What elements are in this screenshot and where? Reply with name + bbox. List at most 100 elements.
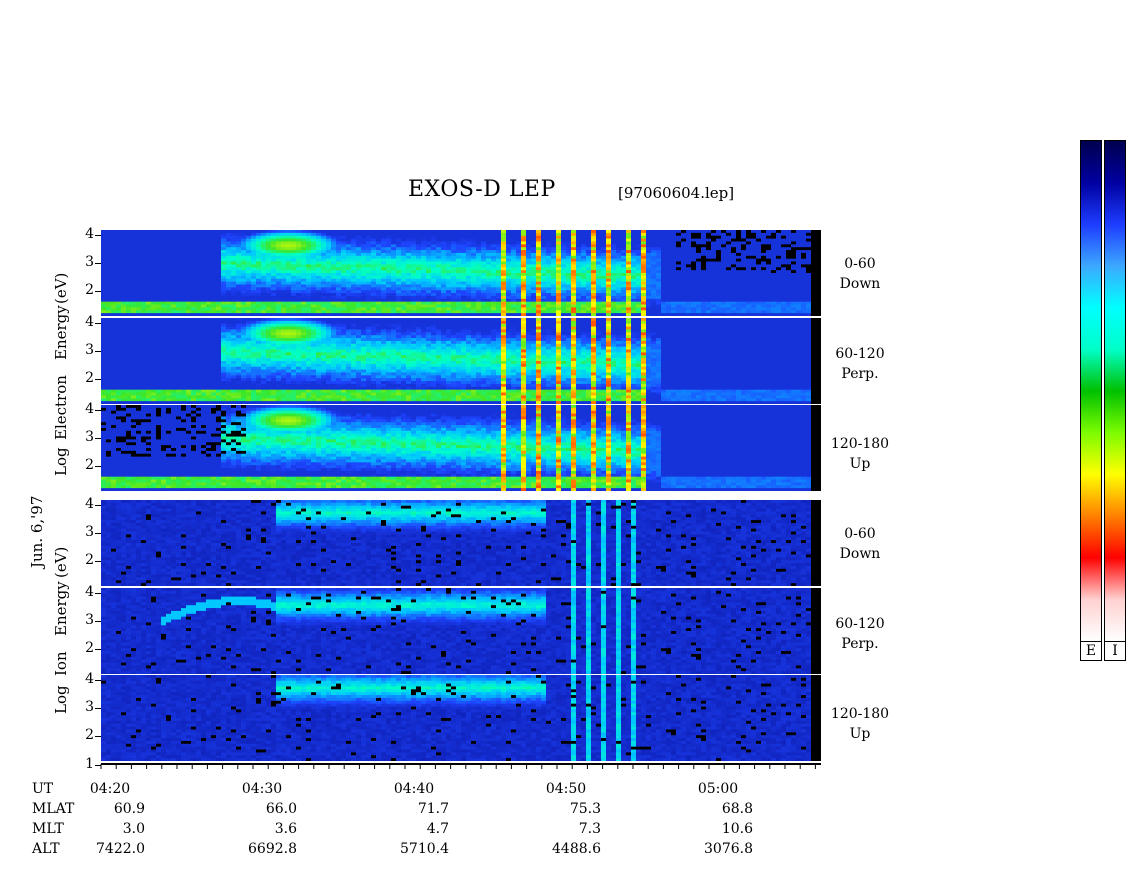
spectrogram-cell: [106, 383, 112, 388]
spectrogram-cell: [521, 301, 527, 306]
spectrogram-cell: [296, 264, 302, 268]
spectrogram-cell: [506, 287, 512, 291]
spectrogram-cell: [716, 298, 722, 303]
spectrogram-cell: [466, 230, 472, 234]
spectrogram-cell: [406, 293, 412, 297]
spectrogram-cell: [686, 310, 692, 314]
spectrogram-cell: [276, 301, 282, 306]
spectrogram-cell: [286, 267, 292, 271]
spectrogram-cell: [111, 258, 117, 263]
spectrogram-cell: [516, 307, 522, 311]
spectrogram-cell: [601, 235, 607, 240]
spectrogram-cell: [656, 270, 662, 274]
spectrogram-cell: [591, 287, 597, 291]
spectrogram-cell: [581, 278, 587, 283]
spectrogram-cell: [216, 273, 222, 277]
spectrogram-cell: [271, 301, 277, 306]
spectrogram-cell: [311, 244, 317, 248]
spectrogram-cell: [141, 307, 147, 311]
spectrogram-cell: [796, 241, 802, 245]
spectrogram-cell: [481, 250, 487, 254]
spectrogram-cell: [396, 247, 402, 251]
spectrogram-cell: [341, 275, 347, 280]
spectrogram-cell: [131, 340, 137, 345]
spectrogram-cell: [481, 307, 487, 311]
spectrogram-cell: [326, 235, 332, 240]
spectrogram-cell: [176, 252, 182, 257]
spectrogram-cell: [451, 304, 457, 308]
spectrogram-cell: [371, 313, 377, 316]
spectrogram-cell: [731, 261, 737, 265]
spectrogram-cell: [176, 293, 182, 297]
spectrogram-cell: [406, 301, 412, 306]
spectrogram-cell: [456, 301, 462, 306]
spectrogram-cell: [196, 320, 202, 325]
spectrogram-cell: [536, 313, 542, 316]
spectrogram-cell: [246, 267, 252, 271]
spectrogram-cell: [366, 278, 372, 283]
spectrogram-cell: [541, 244, 547, 248]
spectrogram-cell: [701, 241, 707, 245]
spectrogram-cell: [331, 293, 337, 297]
spectrogram-cell: [131, 281, 137, 286]
spectrogram-cell: [241, 258, 247, 263]
spectrogram-cell: [101, 284, 107, 288]
spectrogram-cell: [676, 270, 682, 274]
spectrogram-cell: [686, 250, 692, 254]
spectrogram-cell: [151, 375, 157, 379]
spectrogram-cell: [211, 293, 217, 297]
spectrogram-cell: [431, 307, 437, 311]
spectrogram-cell: [331, 298, 337, 303]
spectrogram-cell: [536, 250, 542, 254]
spectrogram-cell: [111, 378, 117, 382]
spectrogram-cell: [211, 290, 217, 294]
spectrogram-cell: [356, 304, 362, 308]
spectrogram-cell: [456, 241, 462, 245]
spectrogram-cell: [181, 301, 187, 306]
spectrogram-cell: [101, 349, 107, 353]
spectrogram-cell: [286, 247, 292, 251]
spectrogram-cell: [396, 258, 402, 263]
spectrogram-cell: [111, 304, 117, 308]
spectrogram-cell: [141, 392, 147, 396]
spectrogram-cell: [401, 295, 407, 300]
spectrogram-cell: [161, 287, 167, 291]
spectrogram-cell: [726, 247, 732, 251]
spectrogram-cell: [116, 281, 122, 286]
spectrogram-cell: [111, 346, 117, 351]
spectrogram-cell: [321, 252, 327, 257]
spectrogram-cell: [461, 281, 467, 286]
spectrogram-cell: [731, 290, 737, 294]
spectrogram-cell: [526, 252, 532, 257]
spectrogram-cell: [726, 278, 732, 283]
spectrogram-cell: [721, 287, 727, 291]
spectrogram-cell: [361, 293, 367, 297]
spectrogram-cell: [151, 340, 157, 345]
spectrogram-cell: [226, 238, 232, 243]
spectrogram-cell: [181, 335, 187, 339]
spectrogram-cell: [201, 401, 207, 404]
spectrogram-cell: [746, 244, 752, 248]
spectrogram-cell: [351, 230, 357, 234]
spectrogram-cell: [506, 301, 512, 306]
spectrogram-cell: [441, 261, 447, 265]
spectrogram-cell: [461, 264, 467, 268]
spectrogram-cell: [636, 273, 642, 277]
spectrogram-cell: [556, 301, 562, 306]
spectrogram-cell: [701, 273, 707, 277]
spectrogram-cell: [256, 298, 262, 303]
spectrogram-cell: [116, 323, 122, 328]
spectrogram-cell: [536, 238, 542, 243]
spectrogram-cell: [176, 235, 182, 240]
spectrogram-cell: [121, 343, 127, 348]
spectrogram-cell: [306, 293, 312, 297]
spectrogram-cell: [421, 301, 427, 306]
spectrogram-cell: [531, 255, 537, 260]
spectrogram-cell: [426, 290, 432, 294]
spectrogram-cell: [556, 310, 562, 314]
spectrogram-cell: [546, 241, 552, 245]
spectrogram-cell: [526, 230, 532, 234]
spectrogram-cell: [501, 287, 507, 291]
spectrogram-cell: [461, 310, 467, 314]
spectrogram-cell: [201, 358, 207, 362]
